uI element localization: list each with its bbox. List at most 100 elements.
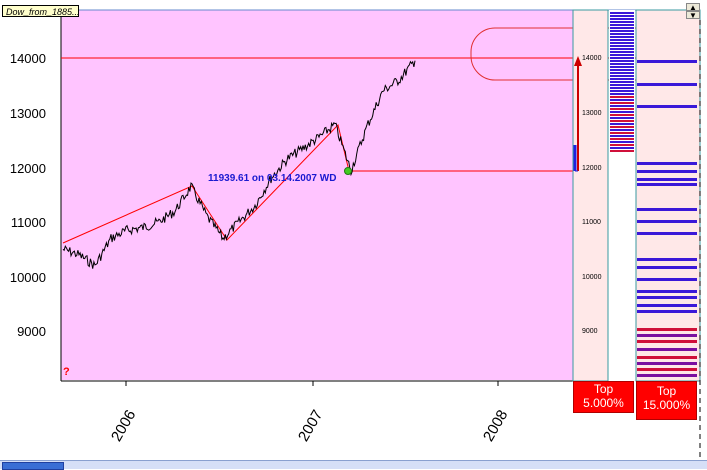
profile-bar — [637, 83, 697, 86]
density-bar — [610, 63, 634, 65]
right-bars — [637, 60, 697, 377]
scroll-up-icon[interactable]: ▲ — [686, 3, 700, 12]
profile-tick-label: 10000 — [582, 274, 602, 281]
question-mark-icon[interactable]: ? — [63, 366, 70, 378]
profile-bar — [637, 105, 697, 108]
taskbar-item[interactable] — [2, 462, 64, 470]
arrow-up-icon — [574, 56, 582, 66]
density-bar — [610, 24, 634, 26]
top-value: 15.000% — [642, 398, 691, 412]
profile-tick-label: 13000 — [582, 110, 602, 117]
density-bar — [610, 138, 634, 140]
y-tick-label: 14000 — [9, 51, 46, 66]
profile-tick-label: 12000 — [582, 165, 602, 172]
top-value: 5.000% — [583, 396, 624, 410]
profile-bar — [637, 220, 697, 223]
density-bar — [610, 60, 634, 62]
profile-bar — [637, 348, 697, 351]
top-percent-box-right[interactable]: Top 15.000% — [636, 381, 697, 420]
density-bar — [610, 117, 634, 119]
density-bar — [610, 84, 634, 86]
density-bar — [610, 27, 634, 29]
density-bar — [610, 105, 634, 107]
density-bar — [610, 48, 634, 50]
profile-bar — [637, 290, 697, 293]
density-bar — [610, 108, 634, 110]
density-bar — [610, 99, 634, 101]
y-tick-label: 13000 — [9, 106, 46, 121]
marked-low-point — [344, 167, 352, 175]
profile-bar — [637, 162, 697, 165]
y-tick-label: 9000 — [17, 324, 46, 339]
profile-bar — [637, 278, 697, 281]
density-bar — [610, 87, 634, 89]
density-bar — [610, 45, 634, 47]
profile-bar — [637, 258, 697, 261]
profile-bar — [637, 296, 697, 299]
profile-bar — [637, 232, 697, 235]
low-point-annotation: 11939.61 on 03.14.2007 WD — [208, 173, 337, 184]
price-line — [62, 60, 416, 269]
profile-bar — [637, 178, 697, 181]
profile-tick-label: 9000 — [582, 328, 598, 335]
density-bar — [610, 90, 634, 92]
density-bar — [610, 132, 634, 134]
profile-panel-right — [635, 9, 701, 382]
profile-bar — [637, 310, 697, 313]
profile-tick-label: 11000 — [582, 219, 601, 226]
top-label: Top — [593, 382, 614, 396]
density-bar — [610, 150, 634, 152]
profile-bar — [637, 374, 697, 377]
profile-bar — [637, 304, 697, 307]
profile-bar — [637, 368, 697, 371]
profile-tick-label: 14000 — [582, 55, 602, 62]
density-bar — [610, 96, 634, 98]
density-bar — [610, 135, 634, 137]
density-bar — [610, 36, 634, 38]
density-bar — [610, 126, 634, 128]
profile-bar — [637, 60, 697, 63]
density-bar — [610, 66, 634, 68]
density-strip — [609, 10, 635, 381]
density-bar — [610, 93, 634, 95]
density-bar — [610, 147, 634, 149]
profile-bar — [637, 208, 697, 211]
density-bar — [610, 102, 634, 104]
density-bar — [610, 114, 634, 116]
density-bar — [610, 129, 634, 131]
profile-bar — [637, 170, 697, 173]
top-percent-box-left[interactable]: Top 5.000% — [573, 381, 634, 413]
density-bar — [610, 69, 634, 71]
density-bar — [610, 141, 634, 143]
density-bar — [610, 111, 634, 113]
density-bar — [610, 18, 634, 20]
density-bar — [610, 75, 634, 77]
density-bar — [610, 78, 634, 80]
density-bar — [610, 39, 634, 41]
profile-bar — [637, 362, 697, 365]
density-bar — [610, 72, 634, 74]
density-bar — [610, 54, 634, 56]
chart-tab-label[interactable]: Dow_from_1885... — [2, 5, 79, 17]
density-bar — [610, 81, 634, 83]
density-bar — [610, 123, 634, 125]
density-bars — [610, 12, 634, 152]
profile-bar — [637, 334, 697, 337]
density-bar — [610, 30, 634, 32]
profile-bar — [637, 266, 697, 269]
density-bar — [610, 51, 634, 53]
y-tick-label: 11000 — [10, 215, 46, 230]
main-plot-area — [61, 10, 573, 380]
density-bar — [610, 57, 634, 59]
density-bar — [610, 12, 634, 14]
density-bar — [610, 21, 634, 23]
density-bar — [610, 144, 634, 146]
scroll-down-icon[interactable]: ▼ — [686, 11, 700, 20]
profile-bar — [637, 183, 697, 186]
density-bar — [610, 33, 634, 35]
density-bar — [610, 42, 634, 44]
profile-bar — [637, 356, 697, 359]
profile-bar — [637, 340, 697, 343]
top-label: Top — [656, 384, 677, 398]
